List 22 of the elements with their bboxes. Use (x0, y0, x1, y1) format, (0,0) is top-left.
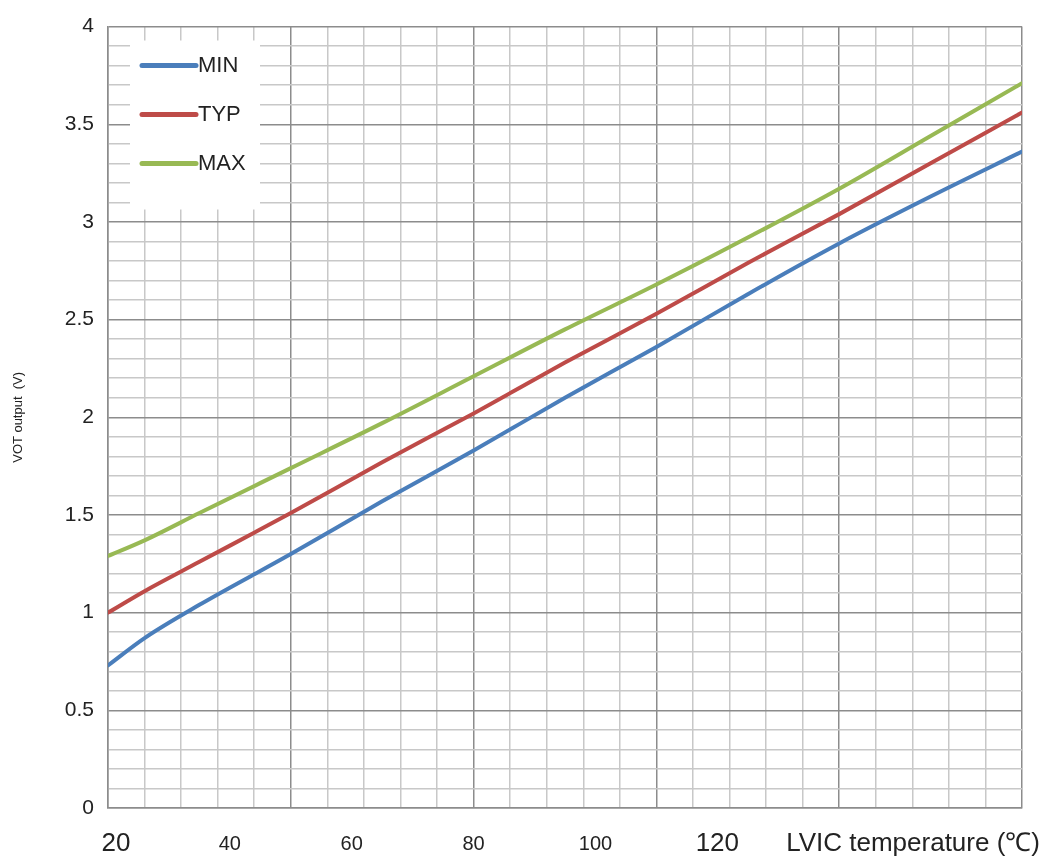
line-series (108, 81, 1022, 558)
x-tick-label: 20 (101, 827, 131, 858)
y-axis-title: VOT output (V) (9, 371, 25, 463)
x-tick-label: 80 (462, 831, 485, 854)
y-tick-label: 3 (82, 208, 94, 232)
y-tick-label: 1 (82, 599, 94, 623)
x-tick-label: 40 (218, 831, 241, 854)
y-tick-label: 2 (82, 404, 94, 428)
y-tick-label: 2.5 (64, 306, 94, 330)
y-tick-label: 0.5 (64, 697, 94, 721)
x-tick-label: 100 (578, 831, 613, 854)
legend-label: MIN (198, 51, 239, 77)
legend-label: TYP (198, 100, 241, 126)
x-tick-label: 120 (695, 827, 740, 858)
legend-label: MAX (198, 149, 246, 175)
x-axis-title: LVIC temperature (℃) (786, 827, 1040, 858)
y-tick-label: 1.5 (64, 501, 94, 525)
y-tick-label: 4 (82, 13, 95, 37)
y-tick-label: 3.5 (64, 111, 94, 135)
line-series (108, 149, 1022, 668)
y-tick-label: 0 (82, 794, 94, 818)
x-tick-label: 60 (340, 831, 363, 854)
